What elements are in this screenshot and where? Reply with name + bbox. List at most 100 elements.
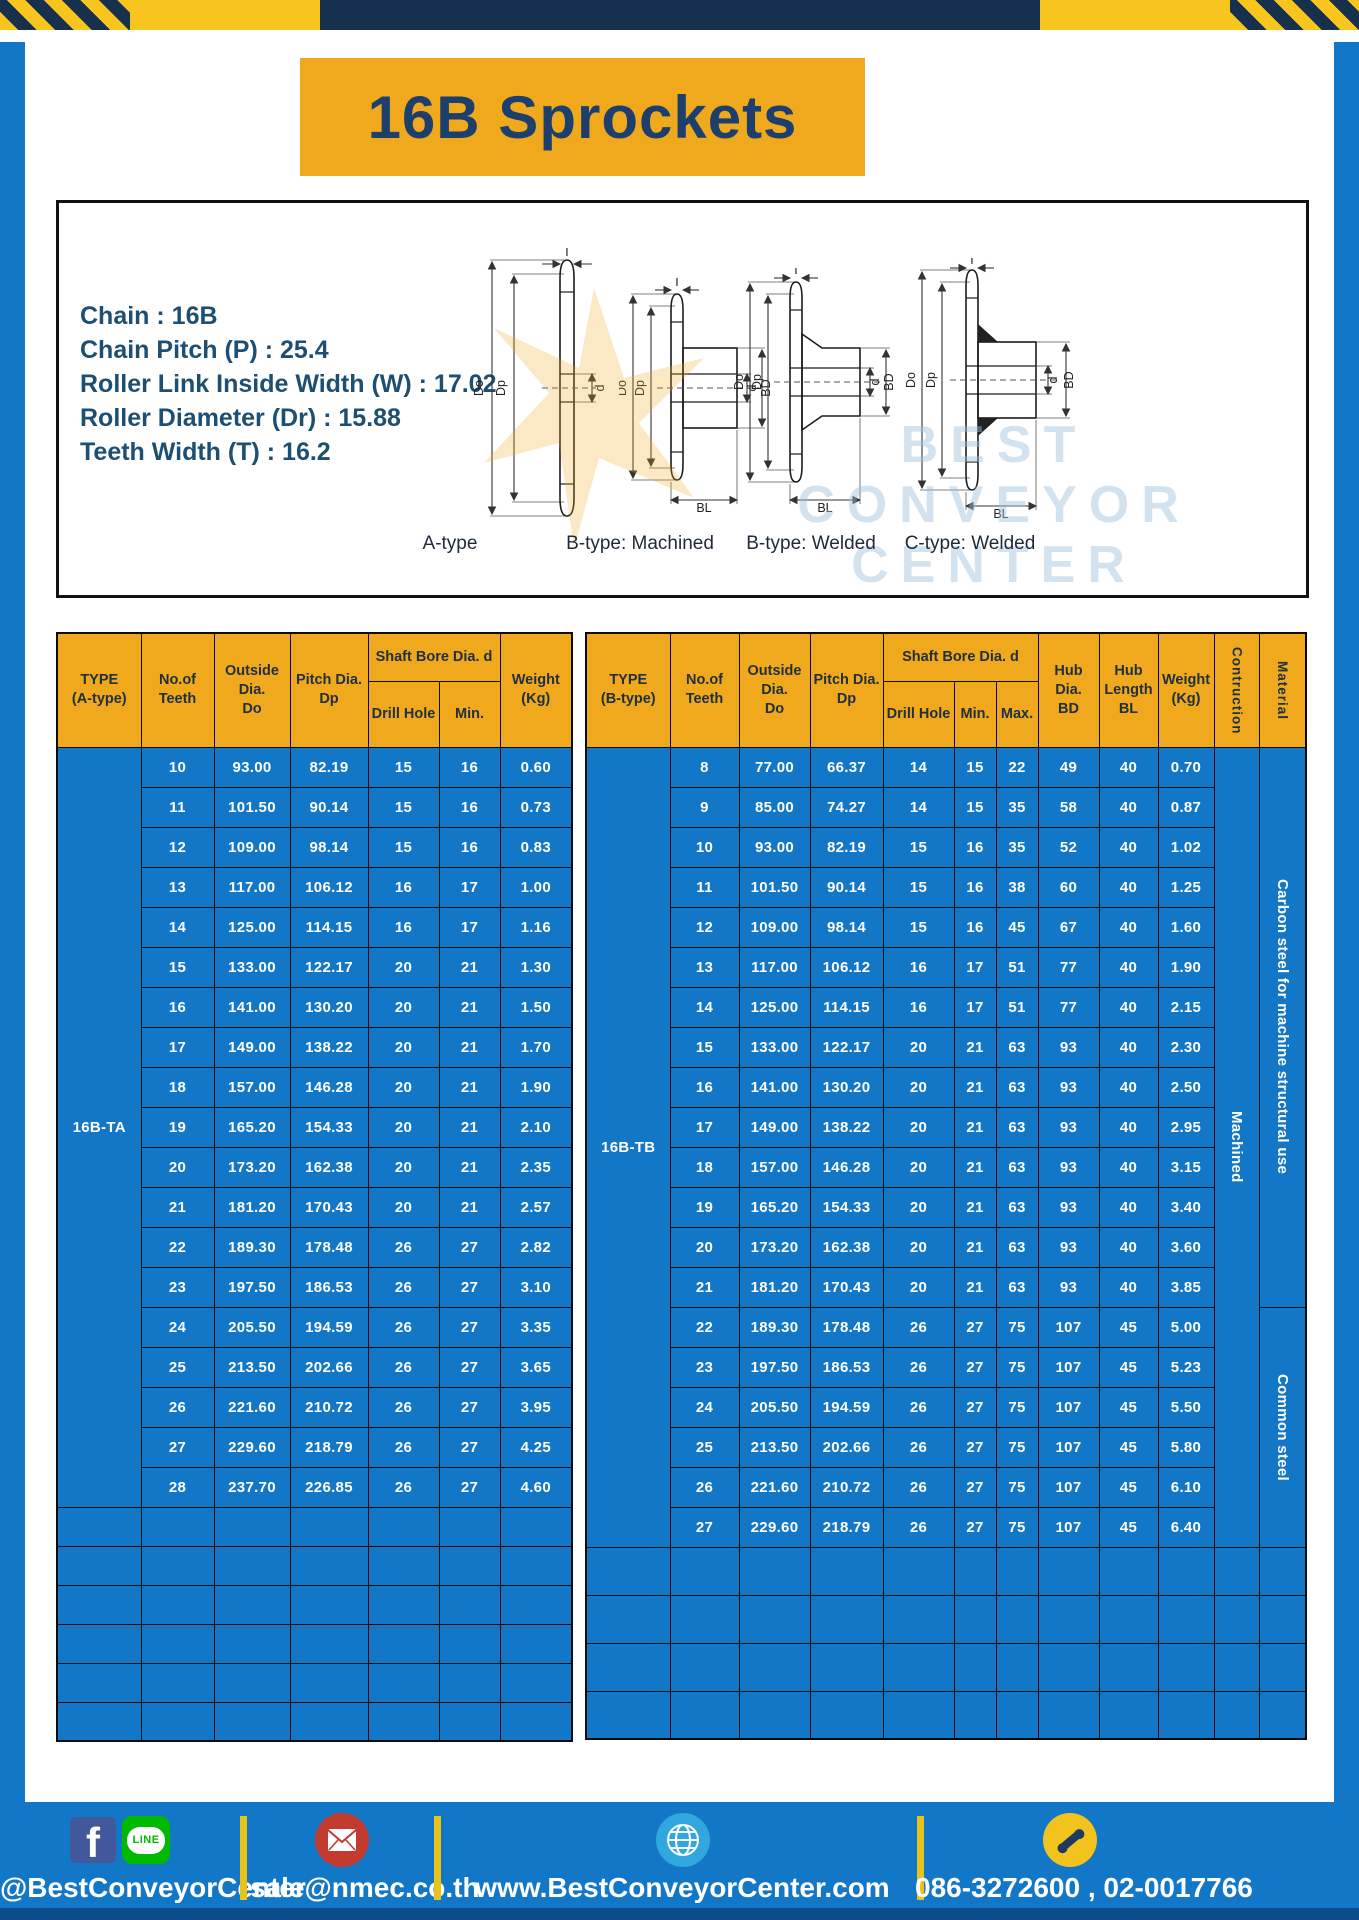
table-cell: 10 (140, 746, 215, 788)
empty-cell (213, 1662, 291, 1703)
table-cell: 16 (367, 866, 440, 908)
table-cell: 26 (367, 1226, 440, 1268)
empty-cell (1037, 1642, 1100, 1692)
hazard-yellow-right (1040, 0, 1230, 30)
table-cell: 138.22 (289, 1026, 369, 1068)
table-cell: 194.59 (289, 1306, 369, 1348)
empty-cell (289, 1584, 369, 1625)
col-header-max: Max. (995, 680, 1039, 748)
table-cell: 107 (1037, 1386, 1100, 1428)
table-cell: 93.00 (213, 746, 291, 788)
table-cell: 16 (882, 946, 955, 988)
table-cell: 16 (953, 866, 997, 908)
table-cell: 21 (669, 1266, 740, 1308)
table-cell: 20 (367, 1066, 440, 1108)
table-row: 13 117.00 106.12 16 17 51 77 40 1.90 (586, 946, 1306, 988)
table-cell: 189.30 (738, 1306, 811, 1348)
table-cell: 202.66 (289, 1346, 369, 1388)
empty-cell (585, 1594, 671, 1644)
table-cell: 15 (367, 786, 440, 828)
social-handle: @BestConveyorCenter (0, 1872, 306, 1903)
table-cell: 26 (367, 1346, 440, 1388)
table-cell: 49 (1037, 746, 1100, 788)
table-cell: 11 (140, 786, 215, 828)
table-cell: 27 (669, 1506, 740, 1548)
empty-cell (213, 1701, 291, 1742)
b-type-table-body: 16B-TB 8 77.00 66.37 14 15 22 49 40 0.70 Machined C… (585, 746, 1307, 1740)
c-type-welded-diagram: Do Dp T d BD BL (904, 258, 1074, 518)
table-cell: 16 (367, 906, 440, 948)
table-row: 19 165.20 154.33 20 21 2.10 (57, 1106, 573, 1148)
table-cell: 21 (953, 1106, 997, 1148)
table-cell: 125.00 (738, 986, 811, 1028)
empty-cell (1098, 1594, 1159, 1644)
table-cell: 117.00 (213, 866, 291, 908)
empty-cell (438, 1584, 501, 1625)
table-cell: 2.57 (499, 1186, 573, 1228)
table-cell: 93 (1037, 1146, 1100, 1188)
table-cell: 27 (438, 1386, 501, 1428)
dim-label-do: Do (734, 374, 746, 390)
hazard-yellow-left (130, 0, 320, 30)
table-cell: 197.50 (213, 1266, 291, 1308)
page-title-box: 16B Sprockets (300, 58, 865, 176)
table-cell: 21 (438, 1066, 501, 1108)
table-cell: 3.15 (1157, 1146, 1215, 1188)
table-cell: 0.73 (499, 786, 573, 828)
empty-cell (1258, 1690, 1307, 1740)
table-cell: 63 (995, 1106, 1039, 1148)
empty-cell (289, 1623, 369, 1664)
col-header-min: Min. (953, 680, 997, 748)
table-cell: 14 (882, 786, 955, 828)
spec-teeth-width: Teeth Width (T) : 16.2 (80, 438, 331, 466)
col-header-type-b: TYPE (B-type) (585, 632, 671, 748)
empty-cell (367, 1584, 440, 1625)
empty-cell (1258, 1594, 1307, 1644)
hazard-stripes-left (0, 0, 130, 30)
table-cell: 173.20 (738, 1226, 811, 1268)
table-cell: 15 (367, 746, 440, 788)
table-cell: 133.00 (738, 1026, 811, 1068)
table-cell: 90.14 (289, 786, 369, 828)
table-cell: 205.50 (213, 1306, 291, 1348)
table-cell: 5.80 (1157, 1426, 1215, 1468)
table-cell: 40 (1098, 826, 1159, 868)
table-cell: 107 (1037, 1426, 1100, 1468)
table-cell: 98.14 (809, 906, 884, 948)
table-cell: 12 (140, 826, 215, 868)
table-cell: 27 (438, 1346, 501, 1388)
table-cell: 27 (438, 1226, 501, 1268)
empty-cell (953, 1594, 997, 1644)
table-cell: 154.33 (289, 1106, 369, 1148)
table-cell: 63 (995, 1266, 1039, 1308)
type-label: 16B-TA (56, 746, 142, 1508)
col-header-teeth: No.of Teeth (669, 632, 740, 748)
table-cell: 35 (995, 826, 1039, 868)
table-cell: 93 (1037, 1266, 1100, 1308)
table-cell: 16 (669, 1066, 740, 1108)
empty-cell (140, 1584, 215, 1625)
table-cell: 149.00 (213, 1026, 291, 1068)
col-header-shaft-bore: Shaft Bore Dia. d (882, 632, 1039, 682)
table-cell: 107 (1037, 1346, 1100, 1388)
col-header-pitch-dia: Pitch Dia. Dp (289, 632, 369, 748)
table-cell: 1.16 (499, 906, 573, 948)
table-cell: 93.00 (738, 826, 811, 868)
empty-row (585, 1642, 1307, 1692)
empty-cell (140, 1506, 215, 1547)
spec-diagram-panel: Chain : 16B Chain Pitch (P) : 25.4 Rolle… (56, 200, 1309, 598)
empty-cell (953, 1642, 997, 1692)
table-cell: 16 (140, 986, 215, 1028)
table-cell: 3.85 (1157, 1266, 1215, 1308)
empty-cell (669, 1642, 740, 1692)
table-cell: 1.90 (499, 1066, 573, 1108)
a-type-table-body: 16B-TA 10 93.00 82.19 15 16 0.60 11 101.50 90.14 1… (56, 746, 573, 1742)
table-cell: 24 (140, 1306, 215, 1348)
col-header-pitch-dia: Pitch Dia. Dp (809, 632, 884, 748)
table-cell: 178.48 (809, 1306, 884, 1348)
table-cell: 107 (1037, 1466, 1100, 1508)
table-cell: 178.48 (289, 1226, 369, 1268)
empty-cell (289, 1545, 369, 1586)
table-cell: 67 (1037, 906, 1100, 948)
empty-cell (438, 1662, 501, 1703)
